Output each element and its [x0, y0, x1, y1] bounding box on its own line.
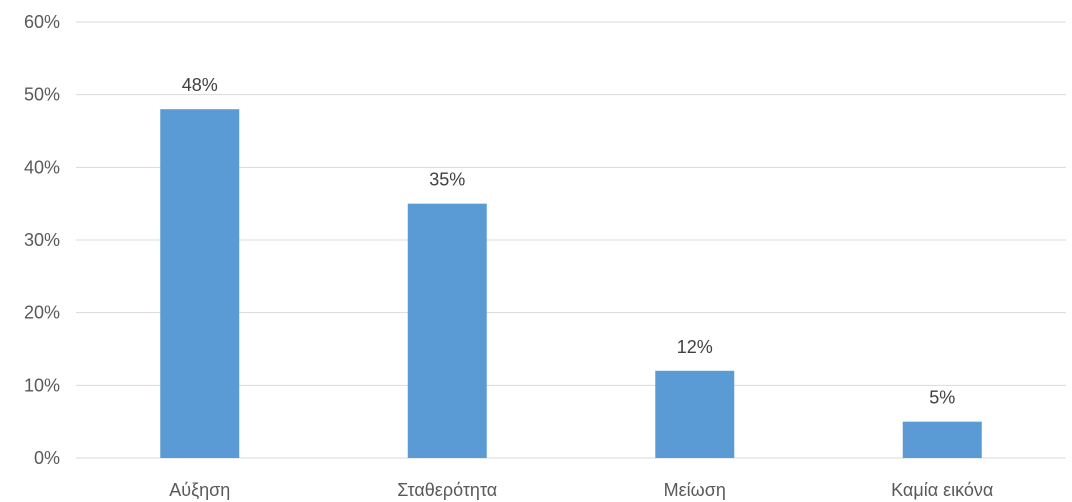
x-tick-label: Μείωση	[664, 480, 726, 500]
y-tick-label: 30%	[24, 230, 60, 250]
bars	[160, 109, 982, 458]
x-tick-label: Σταθερότητα	[397, 480, 497, 500]
y-tick-label: 20%	[24, 303, 60, 323]
x-axis-ticks: Αύξηση Σταθερότητα Μείωση Καμία εικόνα	[169, 480, 993, 500]
y-tick-label: 0%	[34, 448, 60, 468]
y-tick-label: 50%	[24, 85, 60, 105]
data-labels: 48% 35% 12% 5%	[182, 75, 956, 407]
y-tick-label: 40%	[24, 157, 60, 177]
y-tick-label: 60%	[24, 12, 60, 32]
data-label: 12%	[677, 337, 713, 357]
y-axis-ticks: 0% 10% 20% 30% 40% 50% 60%	[24, 12, 60, 468]
y-tick-label: 10%	[24, 375, 60, 395]
bar-2	[407, 203, 487, 458]
x-tick-label: Καμία εικόνα	[891, 480, 993, 500]
bar-3	[655, 370, 735, 458]
grid-lines	[76, 21, 1066, 459]
data-label: 48%	[182, 75, 218, 95]
data-label: 35%	[429, 170, 465, 190]
bar-1	[160, 109, 240, 458]
x-tick-label: Αύξηση	[169, 480, 230, 500]
data-label: 5%	[929, 388, 955, 408]
bar-4	[902, 421, 982, 458]
